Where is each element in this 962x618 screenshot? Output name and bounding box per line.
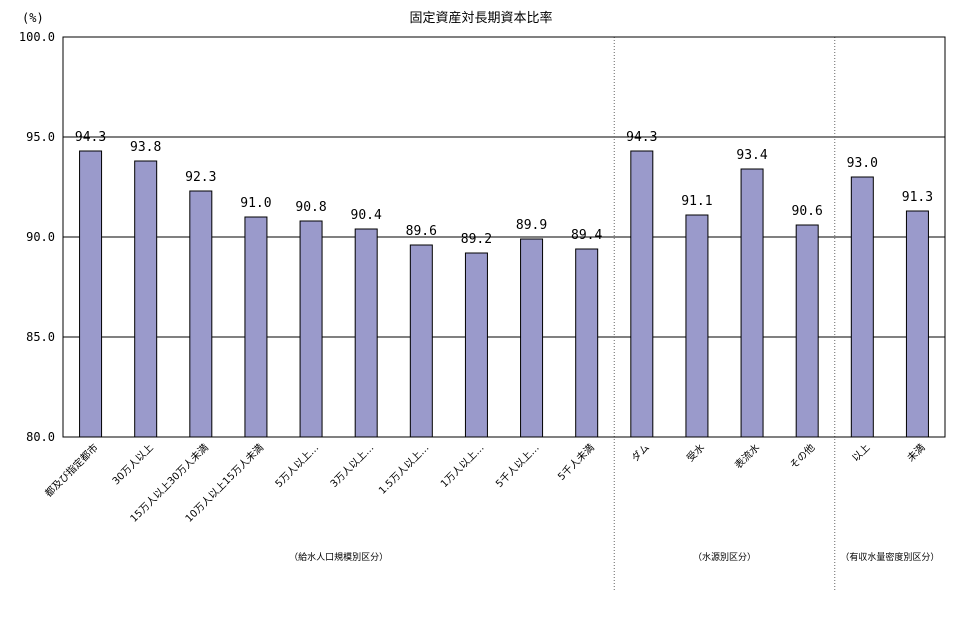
- plot-area-frame: [62, 36, 946, 438]
- data-label: 89.4: [571, 228, 602, 243]
- data-label: 89.9: [516, 218, 547, 233]
- y-tick-label: 85.0: [26, 330, 55, 344]
- data-label: 90.4: [351, 208, 382, 223]
- data-label: 90.8: [295, 200, 326, 215]
- data-label: 93.0: [847, 156, 878, 171]
- category-label: 表流水: [732, 441, 762, 471]
- bar: [79, 150, 103, 438]
- category-label: 5千人以上…: [493, 442, 541, 490]
- data-label: 93.4: [736, 148, 767, 163]
- bar: [575, 248, 599, 438]
- data-label: 94.3: [626, 130, 657, 145]
- data-label: 94.3: [75, 130, 106, 145]
- category-label: 以上: [850, 442, 873, 465]
- bar: [244, 216, 268, 438]
- bar: [409, 244, 433, 438]
- y-tick-label: 95.0: [26, 130, 55, 144]
- bar: [299, 220, 323, 438]
- group-label: （給水人口規模別区分）: [289, 551, 388, 563]
- data-label: 93.8: [130, 140, 161, 155]
- data-label: 91.0: [240, 196, 271, 211]
- bar: [905, 210, 929, 438]
- data-labels: 94.3 93.8 92.3 91.0 90.8 90.4 89.6 89.2 89.9 89.4…: [75, 130, 933, 247]
- category-label: 5千人未満: [556, 442, 597, 483]
- data-label: 89.2: [461, 232, 492, 247]
- category-label: ダム: [629, 441, 652, 464]
- bar: [850, 176, 874, 438]
- category-label: 3万人以上…: [328, 442, 376, 490]
- category-label: 5万人以上…: [273, 442, 321, 490]
- category-label: 受水: [684, 442, 707, 465]
- data-label: 91.3: [902, 190, 933, 205]
- bar: [354, 228, 378, 438]
- group-label: （有収水量密度別区分）: [840, 551, 939, 563]
- bar: [630, 150, 654, 438]
- y-axis-ticks: 100.0 95.0 90.0 85.0 80.0: [19, 30, 55, 444]
- bar: [520, 238, 544, 438]
- category-label: 1万人以上…: [438, 442, 486, 490]
- category-label: その他: [787, 441, 817, 471]
- y-tick-label: 90.0: [26, 230, 55, 244]
- data-label: 92.3: [185, 170, 216, 185]
- chart-title: 固定資産対長期資本比率: [409, 10, 552, 26]
- bar: [740, 168, 764, 438]
- y-tick-label: 80.0: [26, 430, 55, 444]
- category-label: 都及び指定都市: [42, 441, 101, 500]
- bar: [134, 160, 158, 438]
- data-label: 90.6: [792, 204, 823, 219]
- category-label: 1.5万人以上…: [376, 442, 431, 497]
- group-labels: （給水人口規模別区分） （水源別区分） （有収水量密度別区分）: [289, 551, 939, 563]
- group-label: （水源別区分）: [693, 551, 756, 563]
- bar: [685, 214, 709, 438]
- bars: [79, 150, 929, 438]
- y-tick-label: 100.0: [19, 30, 55, 44]
- bar: [464, 252, 488, 438]
- bar: [189, 190, 213, 438]
- category-label: 未満: [905, 442, 928, 465]
- bar: [795, 224, 819, 438]
- data-label: 89.6: [406, 224, 437, 239]
- data-label: 91.1: [681, 194, 712, 209]
- y-axis-unit-label: (%): [22, 11, 44, 25]
- category-label: 30万人以上: [110, 442, 156, 488]
